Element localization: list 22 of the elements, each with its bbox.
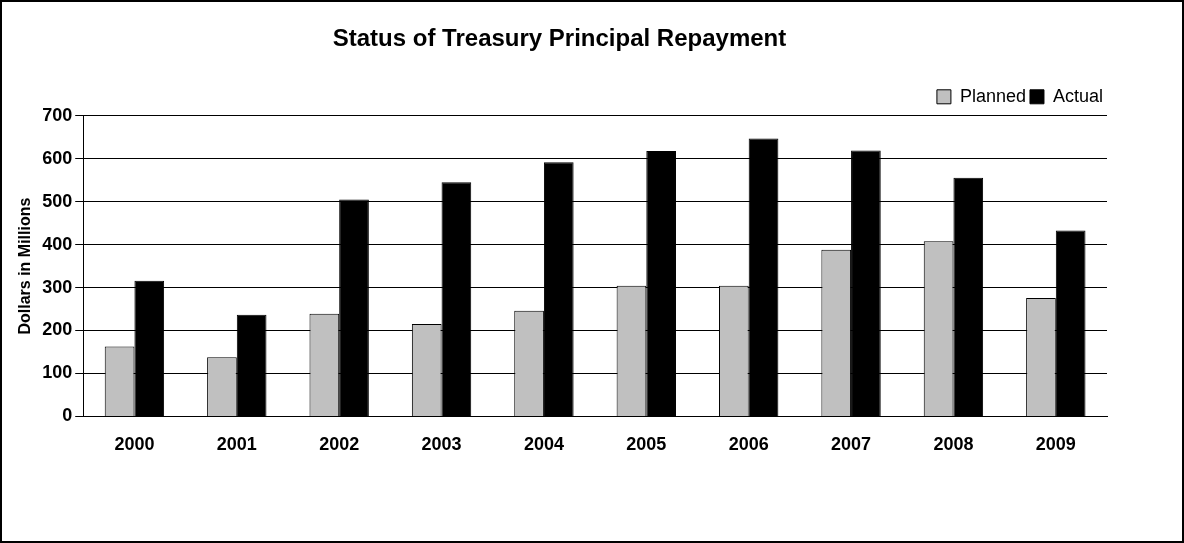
y-tick-label: 0 bbox=[62, 405, 73, 426]
legend-label: Actual bbox=[1052, 85, 1103, 106]
x-tick-label: 2003 bbox=[421, 434, 462, 455]
x-tick-label: 2009 bbox=[1035, 434, 1076, 455]
x-tick-label: 2008 bbox=[933, 434, 974, 455]
x-tick-label: 2001 bbox=[216, 434, 257, 455]
x-tick-label: 2005 bbox=[626, 434, 667, 455]
x-tick-label: 2004 bbox=[523, 434, 564, 455]
y-tick-label: 600 bbox=[42, 147, 73, 168]
y-tick-label: 700 bbox=[42, 104, 73, 125]
y-tick-label: 400 bbox=[42, 233, 73, 254]
y-tick-label: 300 bbox=[42, 276, 73, 297]
y-axis-title: Dollars in Millions bbox=[16, 197, 34, 335]
x-tick-label: 2000 bbox=[114, 434, 155, 455]
chart-title: Status of Treasury Principal Repayment bbox=[332, 24, 787, 52]
y-tick-label: 200 bbox=[42, 319, 73, 340]
x-tick-label: 2006 bbox=[728, 434, 769, 455]
x-tick-label: 2007 bbox=[831, 434, 872, 455]
y-tick-label: 500 bbox=[42, 190, 73, 211]
x-tick-label: 2002 bbox=[319, 434, 360, 455]
legend-label: Planned bbox=[959, 85, 1026, 106]
y-tick-label: 100 bbox=[42, 362, 73, 383]
